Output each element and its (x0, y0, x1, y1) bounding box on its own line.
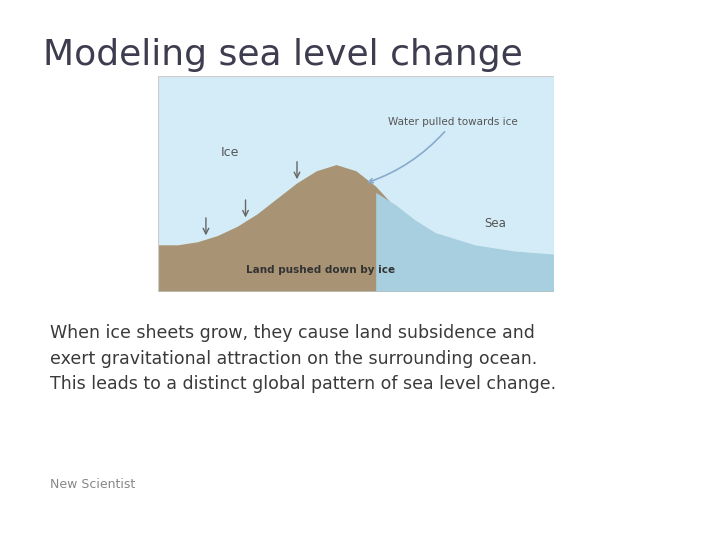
Text: When ice sheets grow, they cause land subsidence and
exert gravitational attract: When ice sheets grow, they cause land su… (50, 324, 557, 394)
Text: New Scientist: New Scientist (50, 478, 135, 491)
Polygon shape (158, 165, 554, 292)
Text: Land pushed down by ice: Land pushed down by ice (246, 265, 395, 275)
Text: Modeling sea level change: Modeling sea level change (43, 38, 523, 72)
Text: Sea: Sea (484, 217, 506, 230)
Polygon shape (158, 76, 554, 292)
Polygon shape (377, 193, 554, 292)
Text: Water pulled towards ice: Water pulled towards ice (369, 117, 518, 183)
Text: Ice: Ice (220, 146, 239, 159)
